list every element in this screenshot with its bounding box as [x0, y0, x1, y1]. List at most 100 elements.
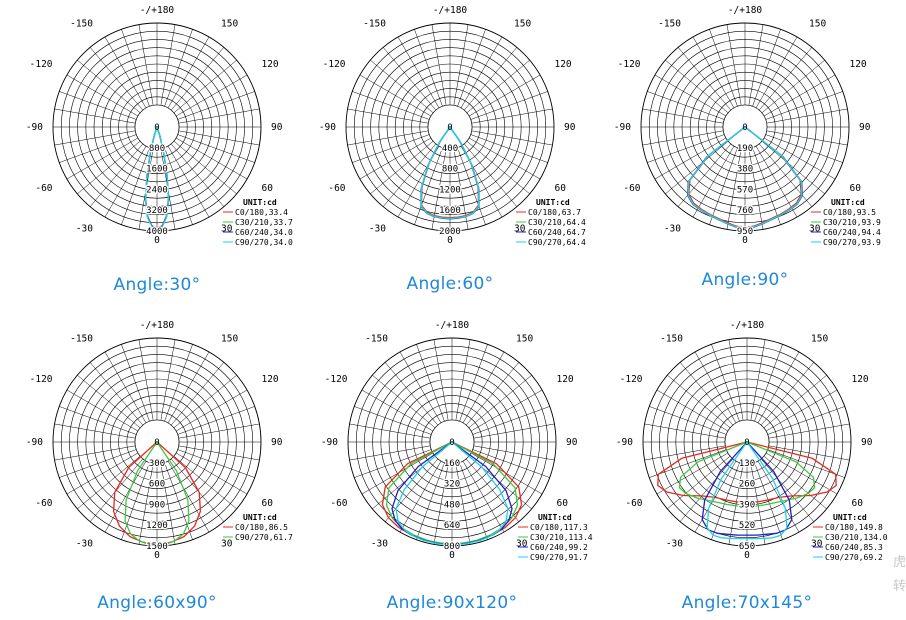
- grid-spoke: [89, 47, 144, 111]
- grid-spoke: [104, 351, 147, 424]
- angle-label: 30: [516, 538, 528, 549]
- grid-spoke: [167, 36, 210, 109]
- legend-entry: C0/180,93.5: [823, 208, 876, 217]
- grid-spoke: [89, 143, 144, 207]
- grid-spoke: [347, 130, 429, 146]
- grid-spoke: [679, 458, 734, 522]
- radial-tick-label: 1500: [146, 542, 168, 552]
- grid-spoke: [399, 460, 442, 533]
- angle-label: 120: [556, 374, 573, 385]
- grid-spoke: [726, 24, 742, 106]
- grid-spoke: [173, 374, 237, 429]
- angle-label: 150: [221, 334, 238, 345]
- angle-label: -30: [666, 538, 683, 549]
- angle-label: -/+180: [140, 5, 175, 16]
- radial-tick-label: 320: [444, 480, 460, 490]
- grid-spoke: [760, 362, 815, 426]
- grid-spoke: [677, 143, 732, 207]
- grid-spoke: [763, 374, 827, 429]
- angle-label: 150: [809, 19, 826, 30]
- angle-label: -90: [616, 437, 633, 448]
- radial-tick-label: 800: [149, 144, 165, 154]
- grid-spoke: [164, 462, 193, 540]
- grid-spoke: [397, 36, 440, 109]
- series-curve-3: [144, 126, 170, 231]
- grid-spoke: [178, 108, 260, 124]
- legend-entry: C0/180,149.8: [825, 523, 883, 532]
- grid-spoke: [656, 389, 729, 432]
- unit-label: UNIT:cd: [243, 513, 277, 522]
- grid-spoke: [752, 29, 781, 107]
- angle-label: 60: [556, 498, 568, 509]
- legend-entry: C0/180,117.3: [530, 523, 588, 532]
- grid-spoke: [121, 344, 150, 422]
- grid-spoke: [766, 108, 848, 124]
- grid-spoke: [468, 374, 532, 429]
- grid-spoke: [59, 134, 137, 163]
- angle-label: 90: [271, 437, 283, 448]
- grid-spoke: [433, 339, 449, 421]
- angle-label: 0: [447, 235, 453, 246]
- angle-label: -/+180: [140, 320, 175, 331]
- grid-spoke: [177, 406, 255, 435]
- grid-spoke: [178, 445, 260, 461]
- grid-spoke: [170, 143, 225, 207]
- series-curve-0: [657, 441, 837, 504]
- angle-label: 60: [554, 183, 566, 194]
- grid-spoke: [748, 148, 764, 230]
- angle-label: 90: [564, 122, 576, 133]
- legend-entry: C90/270,91.7: [530, 553, 588, 562]
- grid-spoke: [679, 362, 734, 426]
- polar-grid: [640, 22, 850, 232]
- grid-spoke: [647, 134, 725, 163]
- angle-label: -30: [76, 223, 93, 234]
- grid-spoke: [175, 74, 248, 117]
- grid-spoke: [138, 24, 154, 106]
- angle-label: 150: [221, 19, 238, 30]
- unit-label: UNIT:cd: [243, 198, 277, 207]
- grid-spoke: [170, 47, 225, 111]
- angle-label: 60: [261, 498, 273, 509]
- angle-label: -120: [325, 374, 348, 385]
- grid-spoke: [649, 449, 727, 478]
- angle-label: -150: [70, 19, 93, 30]
- grid-spoke: [728, 339, 744, 421]
- grid-spoke: [77, 59, 141, 114]
- grid-spoke: [354, 406, 432, 435]
- grid-spoke: [414, 29, 443, 107]
- angle-label: -90: [26, 437, 43, 448]
- grid-spoke: [726, 148, 742, 230]
- legend-entry: C0/180,33.4: [235, 208, 288, 217]
- grid-spoke: [160, 339, 176, 421]
- watermark-char-1: 虎: [893, 555, 906, 570]
- grid-spoke: [175, 452, 248, 495]
- grid-spoke: [164, 147, 193, 225]
- unit-label: UNIT:cd: [536, 198, 570, 207]
- radial-tick-label: 0: [447, 123, 452, 133]
- grid-spoke: [692, 145, 735, 218]
- angle-label: -150: [660, 334, 683, 345]
- grid-spoke: [758, 47, 813, 111]
- angle-label: -150: [365, 334, 388, 345]
- grid-spoke: [372, 374, 436, 429]
- angle-label: 120: [261, 374, 278, 385]
- grid-spoke: [763, 74, 836, 117]
- chart-caption: Angle:90x120°: [386, 593, 518, 613]
- legend-entry: C30/210,134.0: [825, 533, 888, 542]
- legend-entry: C30/210,33.7: [235, 218, 293, 227]
- chart-caption: Angle:90°: [701, 270, 789, 290]
- angle-label: -90: [26, 122, 43, 133]
- grid-spoke: [665, 140, 729, 195]
- angle-label: -30: [369, 223, 386, 234]
- radial-tick-label: 260: [739, 480, 755, 490]
- angle-label: -/+180: [730, 320, 765, 331]
- angle-label: -/+180: [433, 5, 468, 16]
- angle-label: 90: [566, 437, 578, 448]
- grid-spoke: [349, 423, 431, 439]
- grid-spoke: [463, 47, 518, 111]
- grid-spoke: [164, 344, 193, 422]
- angle-label: 120: [851, 374, 868, 385]
